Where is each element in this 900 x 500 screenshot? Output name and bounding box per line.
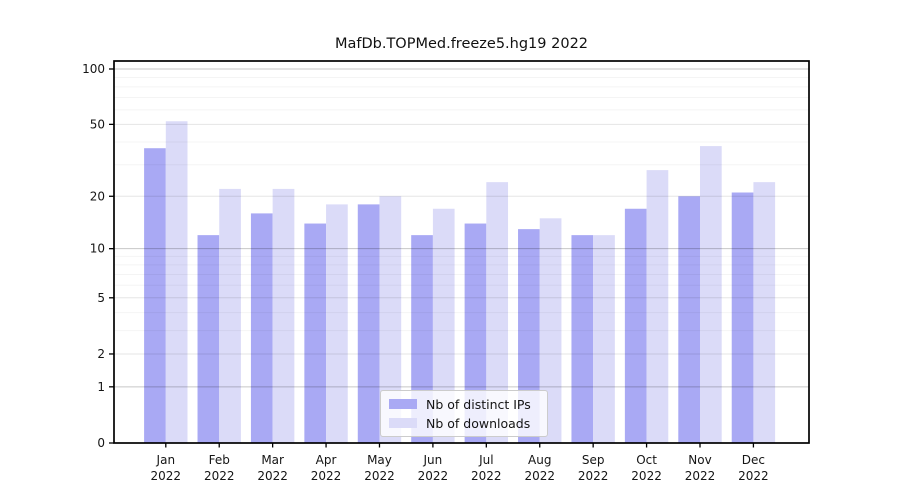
bar-distinct-ips-feb: [197, 235, 220, 443]
legend-label-distinct-ips: Nb of distinct IPs: [426, 396, 531, 412]
y-tick-label: 5: [97, 291, 105, 305]
bar-downloads-may: [379, 196, 402, 443]
x-tick-label-year: 2022: [151, 469, 182, 483]
y-tick-label: 10: [90, 242, 105, 256]
bar-downloads-nov: [700, 146, 722, 443]
chart-title: MafDb.TOPMed.freeze5.hg19 2022: [334, 36, 589, 52]
legend-item-downloads: Nb of downloads: [389, 416, 539, 431]
x-tick-label-month: Jun: [423, 453, 443, 467]
x-tick-label-year: 2022: [578, 469, 609, 483]
x-tick-label-month: Sep: [582, 453, 605, 467]
bar-downloads-sep: [593, 235, 615, 443]
x-tick-label-month: Apr: [316, 453, 337, 467]
x-tick-label-month: Oct: [636, 453, 657, 467]
bar-downloads-jun: [432, 208, 455, 443]
x-tick-label-year: 2022: [631, 469, 662, 483]
bar-distinct-ips-oct: [624, 208, 647, 443]
x-tick-label-year: 2022: [471, 469, 502, 483]
x-tick-label-month: Feb: [209, 453, 230, 467]
x-tick-label-year: 2022: [311, 469, 342, 483]
y-tick-label: 20: [90, 189, 105, 203]
bar-distinct-ips-nov: [678, 196, 700, 443]
y-tick-label: 2: [97, 347, 105, 361]
legend-item-distinct-ips: Nb of distinct IPs: [389, 397, 539, 412]
legend-swatch-downloads: [389, 418, 417, 428]
legend-label-downloads: Nb of downloads: [426, 415, 531, 431]
y-tick-label: 50: [90, 117, 105, 131]
x-tick-label-month: Nov: [688, 453, 711, 467]
x-tick-label-year: 2022: [418, 469, 449, 483]
bar-downloads-jul: [486, 182, 509, 443]
bar-downloads-apr: [326, 204, 348, 443]
x-tick-label-year: 2022: [524, 469, 555, 483]
y-tick-label: 1: [97, 380, 105, 394]
bar-distinct-ips-mar: [250, 213, 273, 443]
bar-downloads-dec: [753, 182, 776, 443]
bar-downloads-mar: [272, 188, 295, 443]
bar-distinct-ips-sep: [571, 235, 594, 443]
x-tick-label-month: Jan: [156, 453, 176, 467]
x-tick-label-year: 2022: [257, 469, 288, 483]
y-tick-label: 100: [82, 62, 105, 76]
x-tick-label-year: 2022: [364, 469, 395, 483]
bar-downloads-feb: [219, 188, 241, 443]
x-tick-label-year: 2022: [204, 469, 235, 483]
x-tick-label-month: Jul: [478, 453, 493, 467]
bar-distinct-ips-jan: [144, 148, 166, 443]
axes-box: [113, 60, 810, 444]
x-tick-label-year: 2022: [738, 469, 769, 483]
bar-downloads-jan: [165, 121, 188, 443]
bar-distinct-ips-apr: [304, 223, 327, 443]
x-tick-label-month: Aug: [528, 453, 551, 467]
x-tick-label-year: 2022: [685, 469, 716, 483]
bar-distinct-ips-jul: [464, 223, 487, 443]
x-tick-label-month: Mar: [261, 453, 284, 467]
bar-downloads-aug: [539, 218, 562, 443]
legend-swatch-distinct-ips: [389, 399, 417, 409]
x-tick-label-month: Dec: [742, 453, 765, 467]
bar-downloads-oct: [646, 170, 669, 443]
bar-distinct-ips-aug: [518, 229, 540, 443]
legend: Nb of distinct IPs Nb of downloads: [380, 390, 548, 437]
bar-distinct-ips-dec: [731, 192, 754, 443]
y-tick-label: 0: [97, 436, 105, 450]
bar-distinct-ips-may: [357, 204, 380, 443]
x-tick-label-month: May: [367, 453, 392, 467]
